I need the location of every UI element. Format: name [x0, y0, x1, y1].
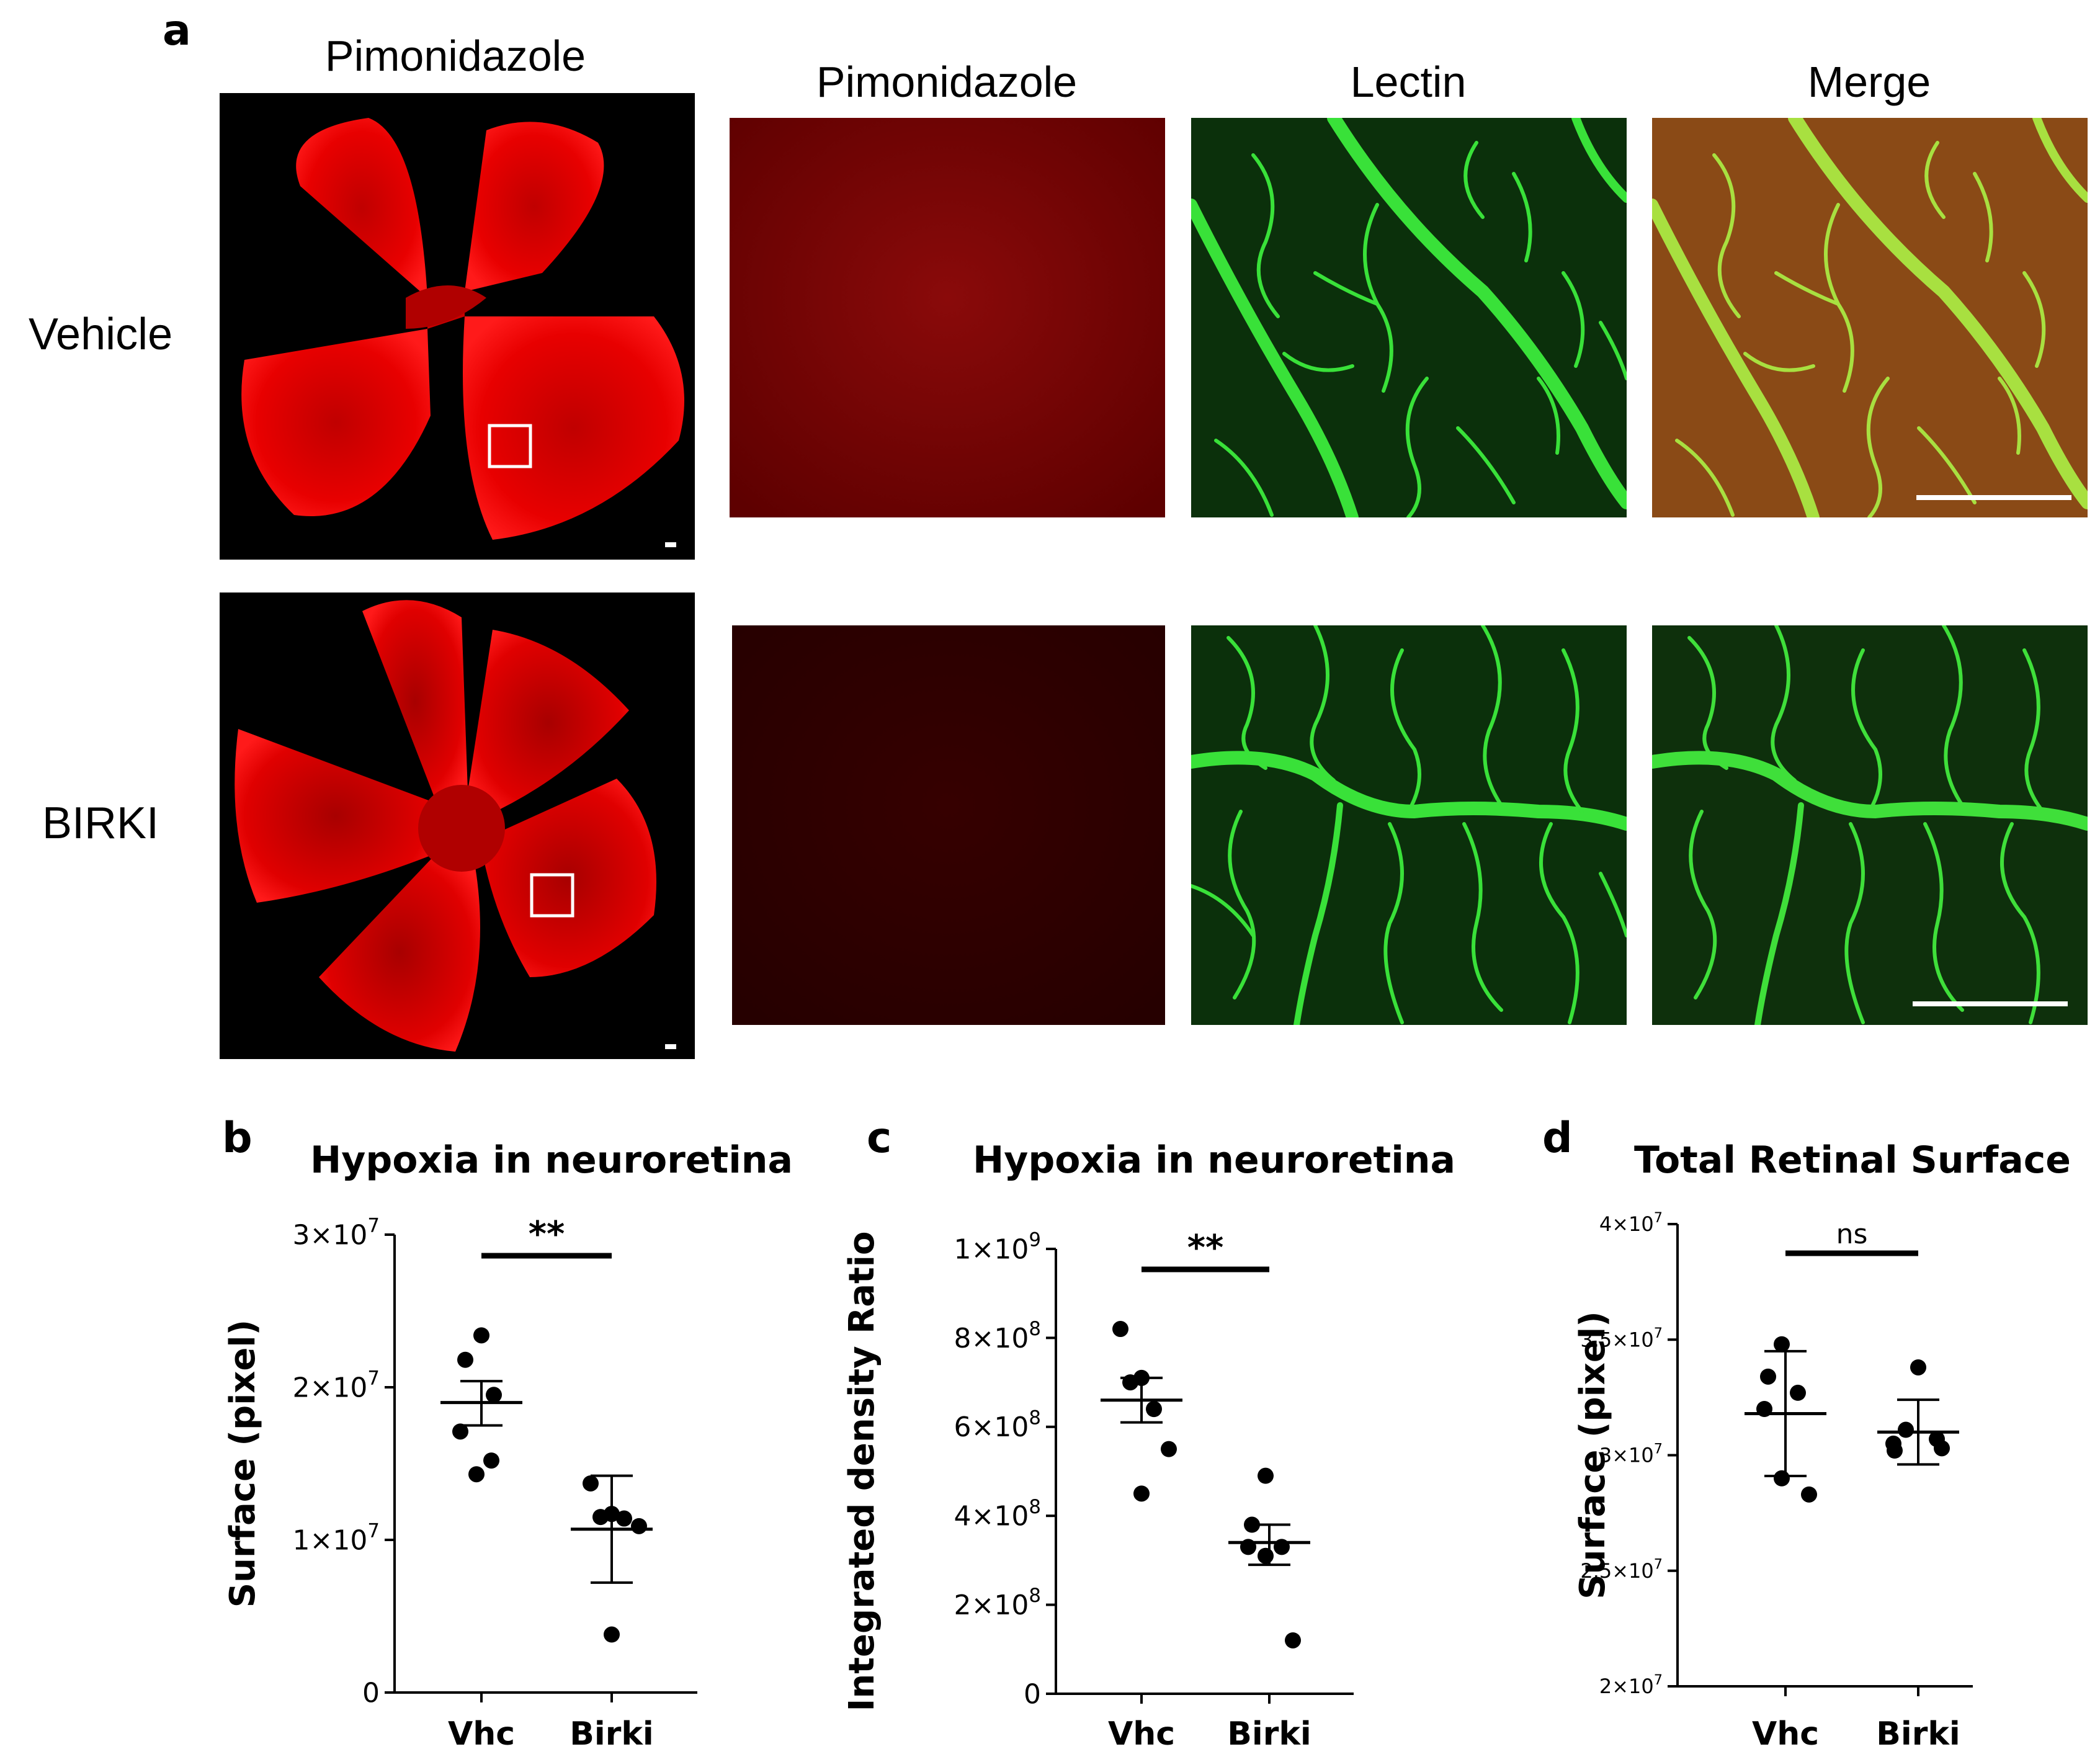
- chart-d-data-point: [1887, 1442, 1903, 1459]
- retina-overview-vehicle: [220, 93, 695, 560]
- chart-d-x-tick-label: Vhc: [1752, 1715, 1819, 1753]
- chart-b-data-point: [592, 1509, 609, 1526]
- chart-c-group: 0 2×108 4×108 6×108 8×108 1×109 Vhc Birki Integr…: [842, 1228, 1354, 1753]
- chart-c-y-tick-label: 2×108: [954, 1585, 1041, 1621]
- chart-d-significance-label: ns: [1836, 1219, 1868, 1250]
- chart-d-y-tick-label: 3.5×107: [1580, 1325, 1663, 1351]
- scale-bar-birki-overview: [665, 1044, 676, 1049]
- chart-d-title: Total Retinal Surface: [1634, 1138, 2071, 1182]
- chart-b-y-axis-label: Surface (pixel): [223, 1320, 263, 1608]
- roi-box-birki: [530, 873, 574, 918]
- chart-b-x-tick-label: Birki: [570, 1715, 654, 1753]
- lectin-image-vehicle: [1191, 118, 1627, 517]
- chart-b-y-tick-label: 1×107: [293, 1520, 380, 1557]
- chart-b-y-tick-label: 2×107: [293, 1367, 380, 1404]
- chart-d-data-point: [1934, 1440, 1950, 1457]
- chart-d-y-tick-label: 2×107: [1599, 1672, 1663, 1698]
- chart-b-data-point: [486, 1387, 502, 1403]
- chart-d-data-point: [1774, 1336, 1790, 1353]
- roi-box-vehicle: [488, 424, 532, 468]
- chart-c-y-tick-label: 8×108: [954, 1318, 1041, 1354]
- chart-d-x-tick-label: Birki: [1876, 1715, 1960, 1753]
- chart-b-data-point: [473, 1327, 489, 1344]
- chart-c-y-axis-label: Integrated density Ratio: [842, 1232, 882, 1712]
- column-header-merge: Merge: [1807, 58, 1931, 106]
- chart-c-data-point: [1146, 1401, 1162, 1418]
- chart-d-y-tick-label: 2.5×107: [1580, 1557, 1663, 1583]
- column-header-pimonidazole: Pimonidazole: [816, 58, 1078, 106]
- merge-image-birki: [1652, 625, 2088, 1025]
- row-label-vehicle: Vehicle: [29, 310, 173, 359]
- chart-c-data-point: [1133, 1485, 1150, 1502]
- chart-b-significance-label: **: [529, 1214, 565, 1254]
- chart-d-data-point: [1801, 1486, 1817, 1503]
- chart-d-data-point: [1760, 1368, 1776, 1385]
- chart-d-data-point: [1774, 1470, 1790, 1487]
- lectin-image-birki: [1191, 625, 1627, 1025]
- chart-b-x-tick-label: Vhc: [448, 1715, 515, 1753]
- chart-d-data-point: [1898, 1421, 1914, 1438]
- retina-overview-birki: [220, 593, 695, 1059]
- chart-d-data-point: [1790, 1384, 1806, 1401]
- panel-letter-c: c: [867, 1114, 892, 1163]
- chart-c-data-point: [1112, 1321, 1128, 1338]
- chart-b-data-point: [468, 1466, 485, 1483]
- chart-d-y-tick-label: 4×107: [1599, 1210, 1663, 1236]
- row-label-birki: BIRKI: [42, 798, 159, 848]
- chart-b-y-tick-label: 3×107: [293, 1215, 380, 1251]
- chart-d-y-tick-label: 3×107: [1599, 1441, 1663, 1467]
- scale-bar-vehicle-overview: [665, 542, 676, 547]
- chart-d-y-axis-label: Surface (pixel): [1573, 1311, 1613, 1599]
- panel-letter-d: d: [1542, 1114, 1573, 1163]
- chart-c-title: Hypoxia in neuroretina: [973, 1138, 1455, 1182]
- chart-c-y-tick-label: 4×108: [954, 1496, 1041, 1532]
- chart-c-y-tick-label: 0: [1024, 1678, 1041, 1710]
- chart-b-data-point: [604, 1626, 620, 1643]
- chart-b-data-point: [616, 1510, 632, 1527]
- scale-bar-birki: [1913, 1001, 2068, 1006]
- chart-c-data-point: [1258, 1467, 1274, 1484]
- chart-c-y-tick-label: 1×109: [954, 1229, 1041, 1266]
- chart-b-data-point: [631, 1518, 647, 1534]
- chart-c-data-point: [1161, 1441, 1177, 1457]
- chart-b-data-point: [483, 1452, 499, 1469]
- pimonidazole-image-birki: [732, 625, 1165, 1025]
- chart-c-y-tick-label: 6×108: [954, 1406, 1041, 1443]
- chart-b-data-point: [457, 1351, 473, 1368]
- column-header-lectin: Lectin: [1350, 58, 1467, 106]
- chart-b-y-tick-label: 0: [362, 1677, 380, 1709]
- chart-c-x-tick-label: Vhc: [1108, 1715, 1175, 1753]
- chart-d-group: 2×107 2.5×107 3×107 3.5×107 4×107 Vhc Birki Sur…: [1573, 1210, 1973, 1753]
- scale-bar-vehicle: [1916, 495, 2071, 500]
- chart-c-x-tick-label: Birki: [1227, 1715, 1311, 1753]
- chart-b-group: 0 1×107 2×107 3×107 Vhc Birki Surface (pixel) *…: [223, 1214, 697, 1753]
- pimonidazole-image-vehicle: [730, 118, 1165, 517]
- chart-c-data-point: [1258, 1547, 1274, 1564]
- chart-c-data-point: [1285, 1632, 1301, 1648]
- panel-letter-b: b: [222, 1114, 252, 1163]
- overview-column-header: Pimonidazole: [324, 32, 586, 80]
- chart-c-significance-label: **: [1187, 1228, 1224, 1268]
- chart-b-data-point: [583, 1475, 599, 1491]
- panel-letter-a: a: [163, 6, 191, 55]
- chart-b-data-point: [452, 1423, 468, 1440]
- chart-b-title: Hypoxia in neuroretina: [310, 1138, 793, 1182]
- merge-image-vehicle: [1652, 118, 2088, 517]
- chart-d-data-point: [1910, 1359, 1926, 1375]
